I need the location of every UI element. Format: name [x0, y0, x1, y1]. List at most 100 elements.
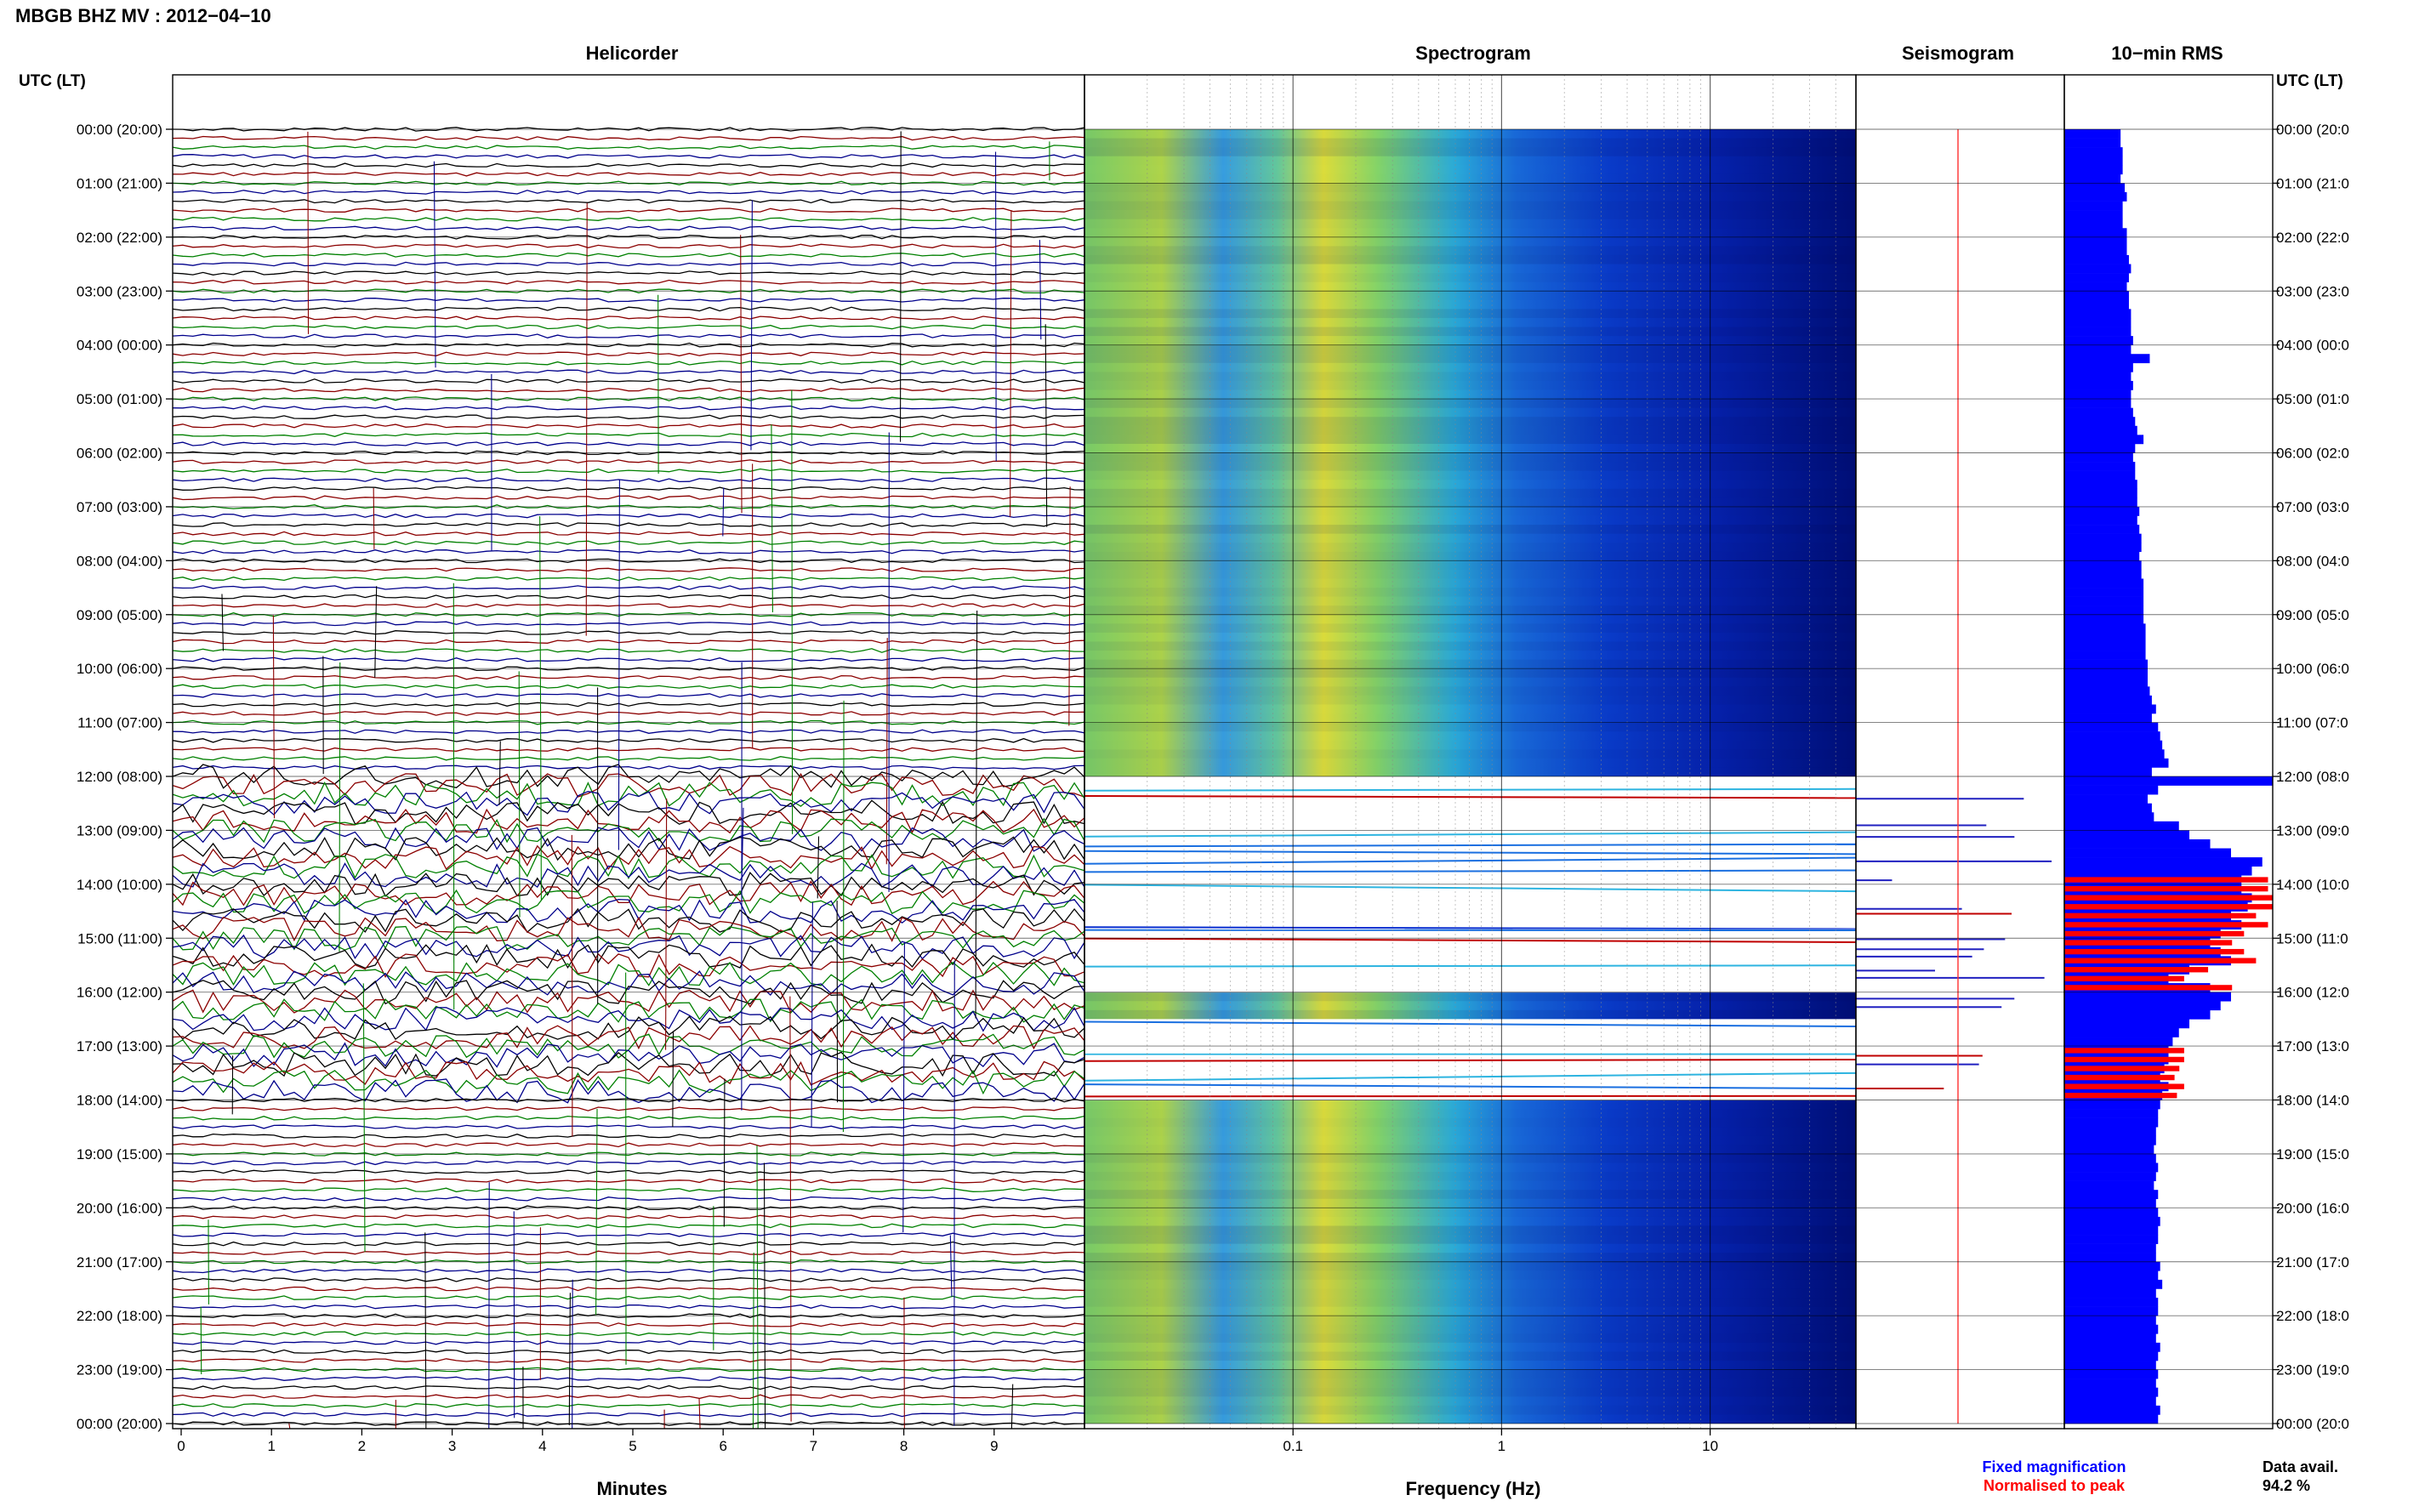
rms-bar-fixed	[2064, 1100, 2160, 1110]
helicorder-trace	[172, 1349, 1085, 1355]
helicorder-trace	[172, 405, 1085, 411]
helicorder-trace	[172, 351, 1085, 357]
helicorder-spike	[1010, 1384, 1014, 1430]
spectrogram-strip	[1084, 1279, 1856, 1289]
right-time-tick-label: 14:00 (10:0	[2276, 877, 2349, 893]
right-time-tick-label: 19:00 (15:0	[2276, 1146, 2349, 1162]
helicorder-spike	[595, 1109, 598, 1316]
helicorder-layer	[172, 127, 1085, 1430]
helicorder-trace	[172, 989, 1085, 1014]
rms-bar-normalised	[2064, 1083, 2184, 1089]
left-time-tick-label: 19:00 (15:00)	[77, 1146, 162, 1162]
helicorder-trace	[172, 279, 1085, 285]
rms-bar-fixed	[2064, 354, 2150, 364]
helicorder-trace	[172, 961, 1085, 986]
spectrogram-strip	[1084, 264, 1856, 274]
rms-bar-fixed	[2064, 1153, 2156, 1163]
rms-bar-fixed	[2064, 138, 2121, 148]
helicorder-x-tick-label: 3	[448, 1438, 456, 1454]
panel-frame	[1855, 74, 2065, 1430]
rms-bar-fixed	[2064, 1145, 2154, 1155]
spectrogram-strip	[1084, 1127, 1856, 1136]
helicorder-trace	[172, 1006, 1085, 1032]
helicorder-trace	[172, 1268, 1085, 1274]
rms-bar-normalised	[2064, 940, 2233, 946]
helicorder-spike	[975, 610, 978, 1019]
helicorder-trace	[172, 1394, 1085, 1400]
right-time-tick-label: 10:00 (06:0	[2276, 661, 2349, 677]
spectrogram-strip	[1084, 651, 1856, 660]
helicorder-spike	[585, 202, 588, 636]
rms-bar-fixed	[2064, 219, 2123, 229]
helicorder-spike	[221, 594, 224, 651]
spectrogram-x-tick-label: 0.1	[1283, 1438, 1303, 1454]
helicorder-trace	[172, 998, 1085, 1023]
helicorder-spike	[750, 200, 753, 451]
helicorder-spike	[518, 671, 521, 918]
spectrogram-gap	[1084, 920, 1856, 930]
spectrogram-strip	[1084, 129, 1856, 139]
spectrogram-strip	[1084, 543, 1856, 552]
helicorder-trace	[172, 943, 1085, 969]
rms-bar-normalised	[2064, 1093, 2177, 1099]
rms-bar-fixed	[2064, 749, 2165, 759]
spectrogram-strip	[1084, 246, 1856, 255]
helicorder-trace	[172, 1295, 1085, 1300]
spectrogram-strip	[1084, 533, 1856, 543]
spectrogram-strip	[1084, 1172, 1856, 1181]
rms-bar-fixed	[2064, 399, 2132, 408]
spectrogram-x-tick-label: 1	[1498, 1438, 1505, 1454]
rms-bar-fixed	[2064, 336, 2133, 345]
spectrogram-gap	[1084, 803, 1856, 813]
rms-bar-fixed	[2064, 776, 2273, 786]
spectrogram-gap	[1084, 794, 1856, 804]
left-time-tick-label: 00:00 (20:00)	[77, 122, 162, 138]
rms-bar-fixed	[2064, 1180, 2154, 1191]
helicorder-trace	[172, 261, 1085, 267]
rms-bar-fixed	[2064, 1001, 2221, 1011]
left-time-tick-label: 13:00 (09:00)	[77, 822, 162, 838]
spectrogram-fragment	[1084, 964, 1857, 968]
rms-bar-fixed	[2064, 1009, 2211, 1020]
rms-bar-fixed	[2064, 525, 2140, 534]
spectrogram-strip	[1084, 992, 1856, 1002]
spectrogram-strip	[1084, 623, 1856, 633]
rms-bar-fixed	[2064, 632, 2146, 642]
helicorder-trace	[172, 916, 1085, 942]
helicorder-trace	[172, 684, 1085, 690]
spectrogram-gap	[1084, 893, 1856, 903]
helicorder-spike	[618, 480, 620, 850]
spectrogram-gap	[1084, 838, 1856, 850]
rms-bar-fixed	[2064, 767, 2152, 777]
rms-bar-fixed	[2064, 344, 2132, 355]
spectrogram-strip	[1084, 1117, 1856, 1128]
helicorder-trace	[172, 747, 1085, 753]
left-time-tick-label: 23:00 (19:00)	[77, 1362, 162, 1378]
rms-bar-fixed	[2064, 830, 2189, 840]
spectrogram-strip	[1084, 668, 1856, 678]
helicorder-trace	[172, 549, 1085, 554]
rms-bar-fixed	[2064, 488, 2137, 498]
left-time-tick-label: 10:00 (06:00)	[77, 661, 162, 677]
helicorder-spike	[756, 1145, 759, 1430]
helicorder-spike	[723, 1078, 726, 1227]
rms-layer	[2064, 129, 2273, 1424]
spectrogram-fragment	[1084, 926, 1857, 930]
spectrogram-gap	[1084, 1046, 1856, 1056]
helicorder-trace	[172, 1331, 1085, 1337]
spectrogram-strip	[1084, 722, 1856, 732]
helicorder-trace	[172, 772, 1085, 798]
rms-bar-fixed	[2064, 560, 2142, 571]
spectrogram-gap	[1084, 884, 1856, 894]
right-time-tick-label: 02:00 (22:0	[2276, 230, 2349, 246]
helicorder-trace	[172, 1133, 1085, 1139]
rms-bar-fixed	[2064, 1405, 2160, 1415]
rms-bar-fixed	[2064, 497, 2137, 508]
left-time-tick-label: 04:00 (00:00)	[77, 338, 162, 354]
spectrogram-strip	[1084, 1333, 1856, 1343]
rms-bar-fixed	[2064, 659, 2148, 669]
left-time-tick-label: 00:00 (20:00)	[77, 1416, 162, 1432]
helicorder-trace	[172, 765, 1085, 770]
helicorder-trace	[172, 889, 1085, 915]
spectrogram-panel-title: Spectrogram	[1415, 43, 1531, 64]
